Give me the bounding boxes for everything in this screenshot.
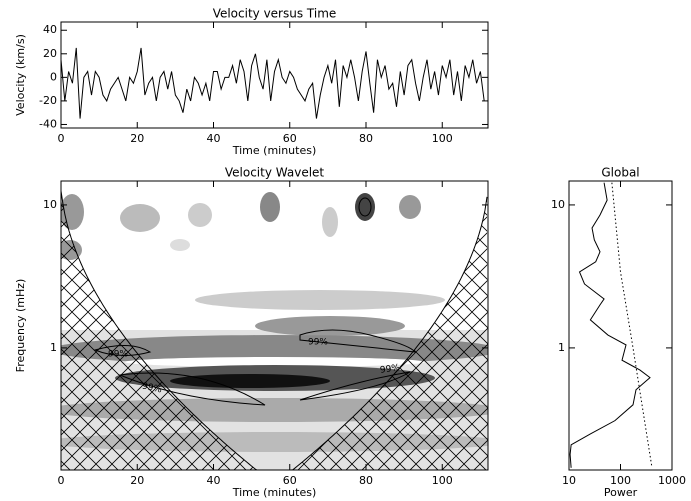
y-tick-label: 1: [50, 341, 57, 354]
y-tick-label: 10: [43, 198, 57, 211]
y-tick-label: 0: [50, 70, 57, 83]
y-tick-label: 20: [43, 47, 57, 60]
chart-title: Global: [601, 166, 639, 180]
global-power-line: [569, 182, 651, 468]
y-axis-label: Velocity (km/s): [14, 34, 27, 116]
velocity-line: [60, 47, 485, 119]
coi-curve: [61, 190, 488, 470]
x-tick-label: 0: [58, 132, 65, 145]
x-tick-label: 100: [432, 132, 453, 145]
plot-frame: [60, 180, 489, 471]
chart-title: Velocity Wavelet: [225, 166, 325, 180]
plot-frame: [568, 180, 673, 471]
significance-label: 99%: [308, 338, 328, 348]
x-axis-label: Time (minutes): [232, 486, 317, 499]
y-tick-label: 10: [551, 198, 565, 211]
x-tick-label: 60: [283, 132, 297, 145]
x-tick-label: 1000: [658, 474, 686, 487]
global-power-line: [611, 182, 653, 468]
x-tick-label: 40: [207, 132, 221, 145]
x-tick-label: 0: [58, 474, 65, 487]
x-tick-label: 20: [130, 132, 144, 145]
y-tick-label: 1: [558, 341, 565, 354]
x-axis-label: Power: [604, 486, 638, 499]
y-tick-label: -40: [39, 117, 57, 130]
x-tick-label: 80: [359, 132, 373, 145]
x-tick-label: 100: [610, 474, 631, 487]
chart-title: Velocity versus Time: [213, 7, 337, 21]
x-tick-label: 10: [562, 474, 576, 487]
significance-label: 99%: [379, 363, 401, 376]
x-tick-label: 100: [432, 474, 453, 487]
coi-hatch: [61, 190, 488, 470]
plot-frame: [60, 21, 489, 129]
significance-label: 99%: [108, 350, 128, 360]
x-tick-label: 80: [359, 474, 373, 487]
y-tick-label: 40: [43, 23, 57, 36]
x-tick-label: 40: [207, 474, 221, 487]
y-tick-label: -20: [39, 94, 57, 107]
significance-label: 99%: [141, 382, 163, 396]
x-tick-label: 20: [130, 474, 144, 487]
x-tick-label: 60: [283, 474, 297, 487]
cone-of-influence: [61, 190, 488, 470]
y-axis-label: Frequency (mHz): [14, 279, 27, 373]
x-axis-label: Time (minutes): [232, 144, 317, 157]
